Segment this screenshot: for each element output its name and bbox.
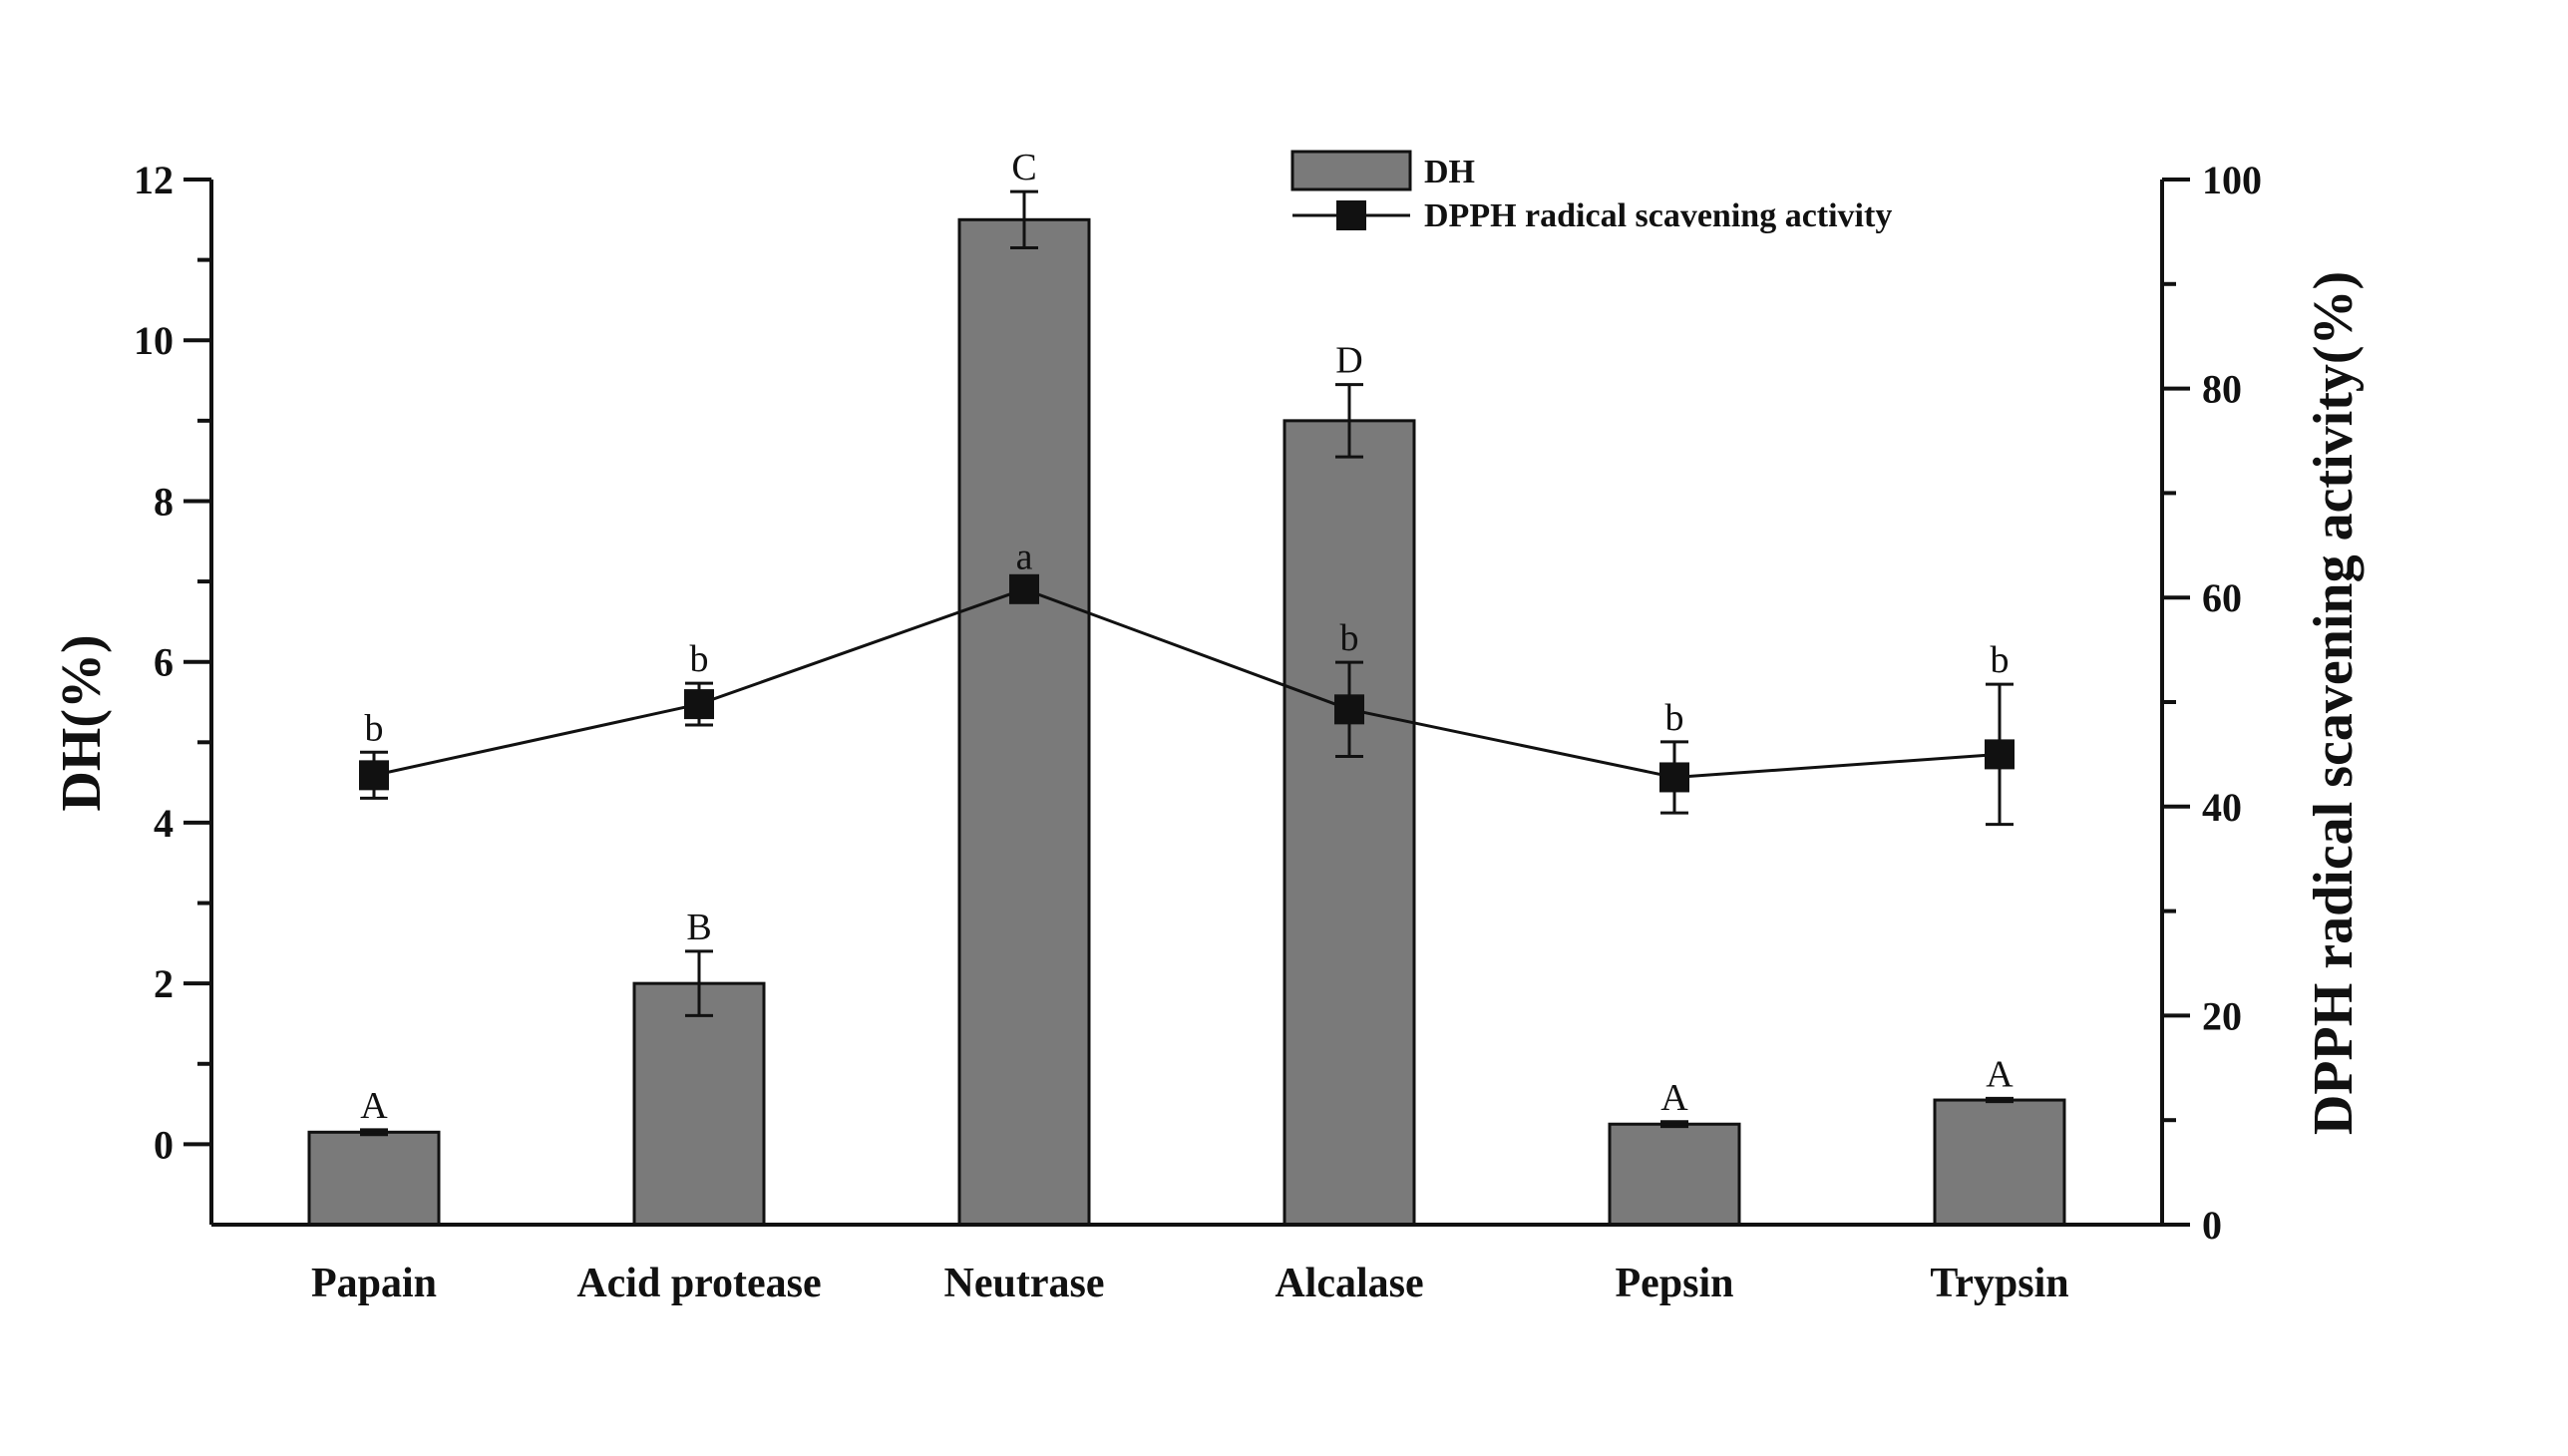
y-tick-label: 12 xyxy=(134,158,174,202)
legend: DH DPPH radical scavening activity xyxy=(1290,150,1892,234)
axes-group: 0 2 4 6 8 10 12 0 20 40 60 80 100 Papain Acid protease… xyxy=(134,158,2262,1306)
dpph-sig-label: b xyxy=(1991,639,2010,681)
bar-error-group xyxy=(360,189,2014,1137)
dpph-sig-label: a xyxy=(1016,536,1033,577)
bar-papain xyxy=(307,1130,441,1227)
dpph-sig-label: b xyxy=(1340,617,1359,659)
y2-tick-label: 20 xyxy=(2202,993,2242,1038)
bar-trypsin xyxy=(1933,1098,2066,1227)
bar-sig-label: A xyxy=(360,1085,388,1127)
y-tick-label: 0 xyxy=(154,1122,174,1167)
legend-bar-label: DH xyxy=(1424,154,1475,190)
bar-alcalase xyxy=(1283,419,1416,1227)
dpph-line-group xyxy=(359,573,2015,827)
x-category-label: Acid protease xyxy=(576,1261,821,1306)
bar-sig-label: C xyxy=(1011,147,1036,188)
y-tick-label: 10 xyxy=(134,318,174,363)
dpph-line xyxy=(373,587,2001,779)
y2-tick-label: 40 xyxy=(2202,785,2242,830)
legend-line-marker xyxy=(1336,200,1366,230)
dpph-point xyxy=(684,689,714,720)
y2-tick-label: 100 xyxy=(2202,158,2262,202)
bar-sig-group: A B C D A A xyxy=(360,147,2014,1127)
dpph-point xyxy=(1659,762,1689,793)
dpph-sig-group: b b a b b b xyxy=(365,536,2010,749)
y-tick-label: 4 xyxy=(154,801,174,846)
dpph-sig-label: b xyxy=(365,707,384,749)
y2-tick-label: 0 xyxy=(2202,1203,2222,1248)
bar-neutrase xyxy=(957,217,1091,1227)
bar-pepsin xyxy=(1608,1122,1741,1227)
dpph-sig-label: b xyxy=(1665,697,1684,739)
x-category-label: Trypsin xyxy=(1930,1261,2068,1306)
dpph-point xyxy=(1334,694,1364,725)
x-category-label: Alcalase xyxy=(1275,1261,1423,1306)
bar-sig-label: A xyxy=(1660,1077,1688,1119)
y-axis-title: DH(%) xyxy=(51,634,113,811)
dpph-sig-label: b xyxy=(690,638,709,680)
x-category-label: Neutrase xyxy=(944,1261,1105,1306)
bar-sig-label: D xyxy=(1335,340,1362,382)
y2-axis-title: DPPH radical scavening activity(%) xyxy=(2303,271,2365,1135)
dpph-point xyxy=(359,760,389,791)
legend-line-label: DPPH radical scavening activity xyxy=(1424,197,1892,234)
y-tick-label: 6 xyxy=(154,640,174,685)
dpph-point xyxy=(1985,739,2015,770)
legend-bar-swatch xyxy=(1290,150,1412,191)
y-tick-label: 2 xyxy=(154,961,174,1006)
dpph-point xyxy=(1009,573,1039,604)
y-tick-label: 8 xyxy=(154,479,174,524)
bar-acid-protease xyxy=(632,981,766,1227)
x-category-label: Pepsin xyxy=(1615,1261,1733,1306)
bar-sig-label: A xyxy=(1986,1053,2014,1095)
x-category-label: Papain xyxy=(311,1261,437,1306)
bar-sig-label: B xyxy=(686,907,711,948)
y2-tick-label: 60 xyxy=(2202,575,2242,620)
y2-tick-label: 80 xyxy=(2202,367,2242,412)
bar-group xyxy=(307,217,2066,1227)
